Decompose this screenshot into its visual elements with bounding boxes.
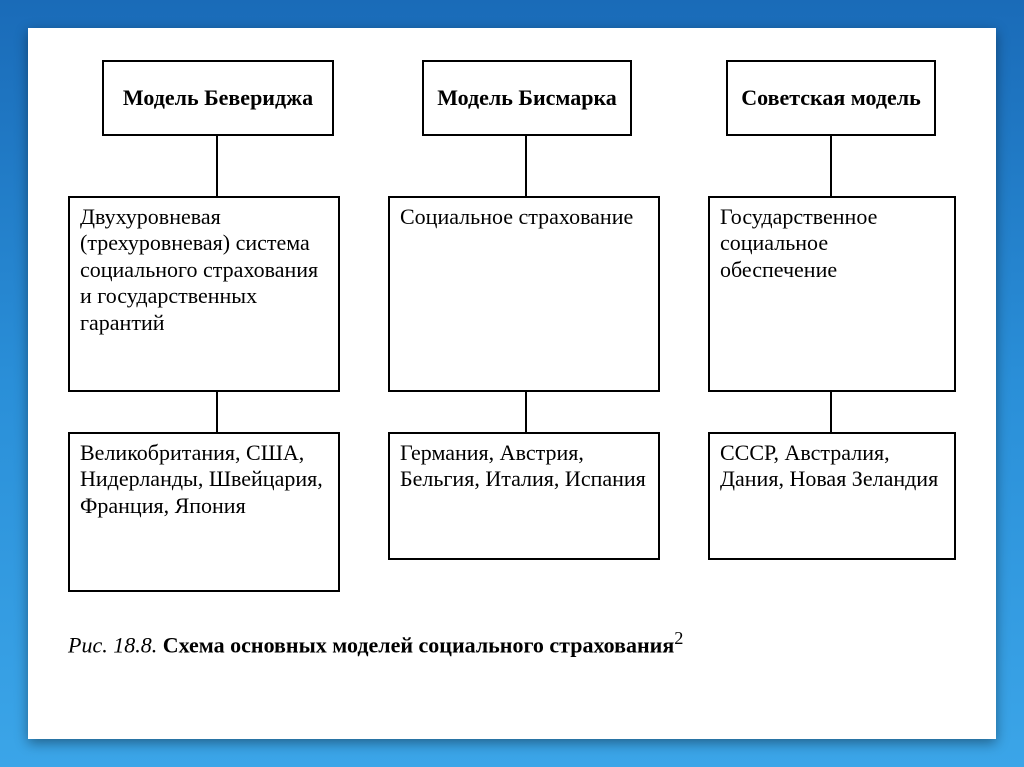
diagram-sheet: Модель Бевериджа Двухуровневая (трехуров…	[28, 28, 996, 739]
caption-text: Схема основных моделей социального страх…	[163, 632, 675, 657]
connector	[525, 136, 527, 196]
col3-title-box: Советская модель	[726, 60, 936, 136]
col2-title: Модель Бисмарка	[437, 85, 617, 111]
col1-title: Модель Бевериджа	[123, 85, 313, 111]
col1-desc: Двухуровневая (трехуровневая) система со…	[80, 204, 318, 335]
col3-title: Советская модель	[741, 85, 921, 111]
col2-desc-box: Социальное стра­хование	[388, 196, 660, 392]
connector	[216, 392, 218, 432]
col3-countries: СССР, Авст­ралия, Дания, Новая Зеландия	[720, 440, 938, 491]
figure-caption: Рис. 18.8. Схема основных моделей социал…	[68, 628, 683, 658]
col2-countries: Германия, Австрия, Бельгия, Италия, Испа…	[400, 440, 646, 491]
col3-countries-box: СССР, Авст­ралия, Дания, Новая Зеландия	[708, 432, 956, 560]
col1-countries-box: Великобритания, США, Нидерлан­ды, Швейца…	[68, 432, 340, 592]
connector	[525, 392, 527, 432]
col1-countries: Великобритания, США, Нидерлан­ды, Швейца…	[80, 440, 323, 518]
col2-countries-box: Германия, Австрия, Бельгия, Италия, Испа…	[388, 432, 660, 560]
col1-desc-box: Двухуровневая (трехуровневая) система со…	[68, 196, 340, 392]
caption-prefix: Рис. 18.8.	[68, 632, 163, 657]
connector	[216, 136, 218, 196]
col2-title-box: Модель Бисмарка	[422, 60, 632, 136]
connector	[830, 136, 832, 196]
slide-frame: Модель Бевериджа Двухуровневая (трехуров…	[28, 28, 996, 739]
connector	[830, 392, 832, 432]
col3-desc-box: Государствен­ное социальное обеспечение	[708, 196, 956, 392]
col2-desc: Социальное стра­хование	[400, 204, 633, 229]
col3-desc: Государствен­ное социальное обеспечение	[720, 204, 877, 282]
caption-superscript: 2	[674, 628, 683, 648]
col1-title-box: Модель Бевериджа	[102, 60, 334, 136]
